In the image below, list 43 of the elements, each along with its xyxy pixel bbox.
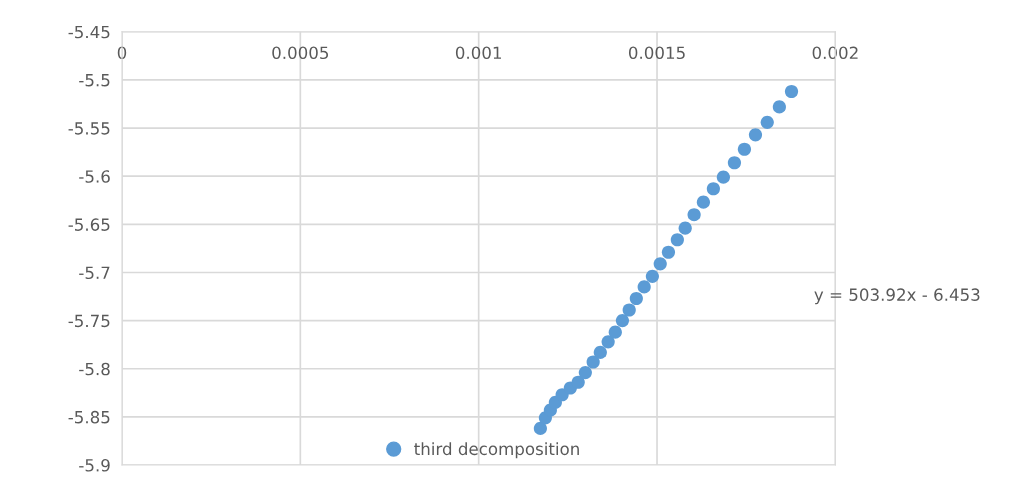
x-tick-label: 0.0015 xyxy=(628,46,685,60)
point xyxy=(737,142,751,156)
point xyxy=(760,115,774,129)
point xyxy=(661,245,676,259)
point xyxy=(706,182,720,196)
annotation: y = 503.92x - 6.453 xyxy=(814,288,980,305)
x-tick-label: 0 xyxy=(117,46,127,60)
y-tick-label: -5.55 xyxy=(68,122,110,135)
point xyxy=(645,269,659,283)
point xyxy=(578,366,592,380)
point xyxy=(678,221,692,235)
legend-label: third decomposition xyxy=(414,442,579,459)
point xyxy=(716,170,730,184)
point xyxy=(637,280,651,294)
point xyxy=(696,195,710,209)
y-tick-label: -5.85 xyxy=(68,410,110,424)
y-tick-label: -5.6 xyxy=(79,170,110,183)
point xyxy=(533,421,547,436)
y-tick-label: -5.5 xyxy=(79,74,110,87)
point xyxy=(748,128,763,142)
y-tick-label: -5.65 xyxy=(68,218,110,231)
point xyxy=(571,375,585,389)
point xyxy=(593,345,607,359)
y-tick-label: -5.75 xyxy=(68,314,110,328)
y-tick-label: -5.9 xyxy=(79,459,110,472)
x-tick-label: 0.001 xyxy=(455,46,501,60)
point xyxy=(687,208,701,222)
point xyxy=(784,84,799,99)
x-tick-label: 0.0005 xyxy=(272,46,329,60)
x-tick-label: 0.002 xyxy=(812,46,858,60)
point xyxy=(586,355,600,369)
point xyxy=(608,325,622,339)
point xyxy=(601,335,615,349)
point xyxy=(772,100,786,114)
point xyxy=(615,314,630,328)
y-tick-label: -5.7 xyxy=(79,266,110,280)
point xyxy=(622,303,636,317)
point xyxy=(727,156,742,170)
y-tick-label: -5.8 xyxy=(79,362,110,376)
y-tick-label: -5.45 xyxy=(68,25,110,39)
point xyxy=(670,233,684,247)
point xyxy=(653,257,667,271)
point xyxy=(629,291,643,306)
